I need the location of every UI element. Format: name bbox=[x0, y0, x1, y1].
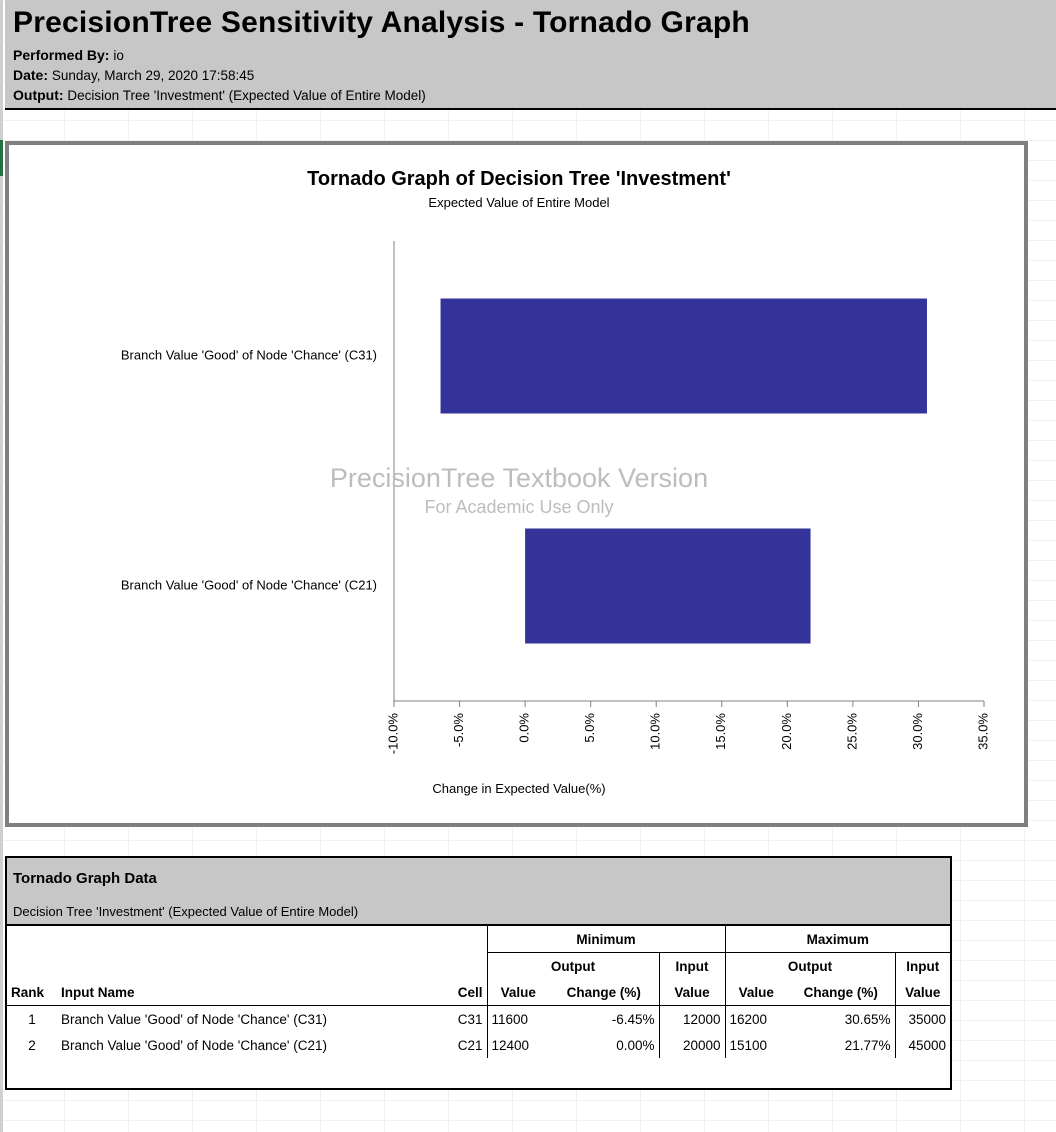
row-input-name: Branch Value 'Good' of Node 'Chance' (C2… bbox=[61, 1037, 327, 1053]
group-minimum: Minimum bbox=[486, 926, 725, 953]
col-cell: Cell bbox=[439, 979, 487, 1006]
row-max-input: 35000 bbox=[894, 1005, 950, 1032]
date-line: Date: Sunday, March 29, 2020 17:58:45 bbox=[13, 67, 254, 83]
row-max-change: 21.77% bbox=[844, 1037, 891, 1053]
x-tick-label: -10.0% bbox=[385, 713, 400, 755]
table-subtitle: Decision Tree 'Investment' (Expected Val… bbox=[13, 904, 359, 919]
row-min-input: 20000 bbox=[658, 1032, 725, 1058]
col-input-name: Input Name bbox=[57, 979, 439, 1006]
report-header: PrecisionTree Sensitivity Analysis - Tor… bbox=[5, 0, 1056, 110]
x-tick-label: 5.0% bbox=[582, 713, 597, 743]
row-rank: 2 bbox=[28, 1037, 36, 1053]
watermark-line-1: PrecisionTree Textbook Version bbox=[330, 463, 708, 493]
row-max-input: 45000 bbox=[894, 1032, 950, 1058]
x-axis-label: Change in Expected Value(%) bbox=[432, 781, 605, 796]
table-row: 1 Branch Value 'Good' of Node 'Chance' (… bbox=[7, 1005, 950, 1032]
x-tick-label: -5.0% bbox=[451, 713, 466, 747]
col-min-value: Value bbox=[486, 979, 549, 1006]
chart-title: Tornado Graph of Decision Tree 'Investme… bbox=[307, 168, 731, 190]
row-min-value: 11600 bbox=[486, 1005, 549, 1032]
x-tick-label: 20.0% bbox=[779, 713, 794, 750]
x-tick-label: 0.0% bbox=[517, 713, 532, 743]
row-min-change: 0.00% bbox=[616, 1037, 655, 1053]
report-title: PrecisionTree Sensitivity Analysis - Tor… bbox=[13, 6, 750, 39]
x-tick-label: 25.0% bbox=[844, 713, 859, 750]
x-tick-label: 15.0% bbox=[713, 713, 728, 750]
row-max-value: 15100 bbox=[724, 1032, 787, 1058]
row-rank: 1 bbox=[28, 1011, 36, 1027]
min-output-header: Output bbox=[486, 952, 659, 979]
row-max-change: 30.65% bbox=[844, 1011, 891, 1027]
col-min-change: Change (%) bbox=[549, 979, 659, 1006]
performed-by-value: io bbox=[113, 48, 124, 63]
performed-by-label: Performed By: bbox=[13, 47, 110, 63]
category-label: Branch Value 'Good' of Node 'Chance' (C2… bbox=[121, 577, 377, 592]
x-tick-label: 30.0% bbox=[910, 713, 925, 750]
table-row: 2 Branch Value 'Good' of Node 'Chance' (… bbox=[7, 1032, 950, 1058]
tornado-chart-canvas: Tornado Graph of Decision Tree 'Investme… bbox=[121, 168, 991, 796]
tornado-bar[interactable] bbox=[440, 298, 927, 414]
row-header-edge bbox=[0, 0, 3, 1132]
output-value: Decision Tree 'Investment' (Expected Val… bbox=[67, 88, 426, 103]
min-input-header: Input bbox=[658, 952, 725, 979]
tornado-bar[interactable] bbox=[525, 528, 811, 644]
row-min-change: -6.45% bbox=[611, 1011, 655, 1027]
table-title: Tornado Graph Data bbox=[13, 870, 157, 887]
col-rank: Rank bbox=[7, 979, 57, 1006]
output-line: Output: Decision Tree 'Investment' (Expe… bbox=[13, 87, 426, 103]
x-tick-label: 35.0% bbox=[975, 713, 990, 750]
chart-subtitle: Expected Value of Entire Model bbox=[428, 195, 609, 210]
performed-by-line: Performed By: io bbox=[13, 47, 124, 63]
date-value: Sunday, March 29, 2020 17:58:45 bbox=[51, 68, 255, 83]
watermark-line-2: For Academic Use Only bbox=[424, 497, 613, 517]
row-max-value: 16200 bbox=[724, 1005, 787, 1032]
selected-row-indicator bbox=[0, 140, 3, 176]
chart-plot-area: -10.0% -5.0% 0.0% 5.0% 10.0% 15.0% 20.0% 25.0% 3… bbox=[121, 241, 990, 755]
data-grid: Minimum Maximum Output Input Output Inpu… bbox=[7, 926, 950, 1058]
row-min-input: 12000 bbox=[658, 1005, 725, 1032]
date-label: Date: bbox=[13, 67, 49, 83]
row-cell: C31 bbox=[457, 1011, 483, 1027]
col-max-value: Value bbox=[724, 979, 787, 1006]
group-maximum: Maximum bbox=[724, 926, 950, 953]
col-max-change: Change (%) bbox=[787, 979, 895, 1006]
max-output-header: Output bbox=[724, 952, 895, 979]
row-cell: C21 bbox=[457, 1037, 483, 1053]
output-label: Output: bbox=[13, 87, 64, 103]
max-input-header: Input bbox=[894, 952, 950, 979]
x-tick-label: 10.0% bbox=[648, 713, 663, 750]
row-input-name: Branch Value 'Good' of Node 'Chance' (C3… bbox=[61, 1011, 327, 1027]
col-max-input-value: Value bbox=[894, 979, 950, 1006]
category-label: Branch Value 'Good' of Node 'Chance' (C3… bbox=[121, 347, 377, 362]
row-min-value: 12400 bbox=[486, 1032, 549, 1058]
col-min-input-value: Value bbox=[658, 979, 725, 1006]
table-header-band: Tornado Graph Data Decision Tree 'Invest… bbox=[7, 858, 950, 926]
tornado-data-table: Tornado Graph Data Decision Tree 'Invest… bbox=[5, 856, 952, 1090]
tornado-chart[interactable]: Tornado Graph of Decision Tree 'Investme… bbox=[5, 141, 1028, 827]
